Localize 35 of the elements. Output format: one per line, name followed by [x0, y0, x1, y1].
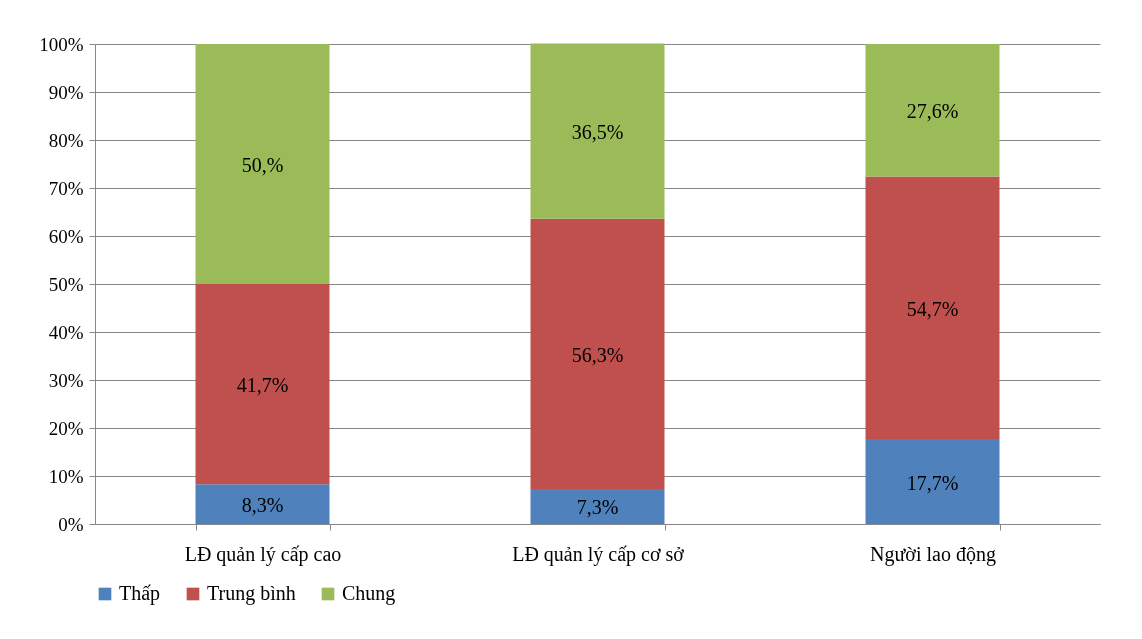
data-label: 50,% — [241, 154, 284, 176]
bar — [865, 44, 1000, 177]
data-label: 56,3% — [571, 343, 624, 366]
legend-label: Chung — [342, 582, 396, 605]
x-tick-label: LĐ quản lý cấp cơ sở — [512, 542, 685, 566]
bar — [530, 218, 665, 489]
x-tick-label: Người lao động — [870, 542, 996, 566]
y-tick-label: 40% — [48, 321, 84, 343]
bar — [865, 439, 1000, 524]
y-tick-label: 70% — [48, 177, 84, 199]
bar — [195, 284, 330, 485]
data-label: 54,7% — [906, 297, 959, 320]
data-label: 36,5% — [571, 121, 624, 144]
y-tick-label: 20% — [48, 417, 84, 439]
legend-label: Thấp — [119, 582, 161, 605]
data-label: 7,3% — [576, 496, 619, 519]
y-tick-label: 50% — [48, 273, 84, 295]
data-label: 8,3% — [241, 494, 284, 517]
data-label: 17,7% — [906, 471, 959, 494]
bar — [865, 176, 1000, 440]
bar — [195, 44, 330, 284]
y-tick-label: 0% — [58, 513, 84, 535]
x-tick-label: LĐ quản lý cấp cao — [184, 542, 342, 566]
y-tick-label: 80% — [48, 129, 84, 151]
data-label: 27,6% — [906, 100, 959, 123]
y-tick-label: 100% — [39, 33, 84, 55]
bar — [530, 488, 665, 524]
bar — [195, 484, 330, 524]
y-tick-label: 60% — [48, 225, 84, 247]
y-tick-label: 10% — [48, 465, 84, 487]
bar — [530, 43, 665, 219]
y-tick-label: 90% — [48, 81, 84, 103]
y-tick-label: 30% — [48, 369, 84, 391]
data-label: 41,7% — [236, 374, 289, 397]
legend-label: Trung bình — [207, 582, 296, 605]
